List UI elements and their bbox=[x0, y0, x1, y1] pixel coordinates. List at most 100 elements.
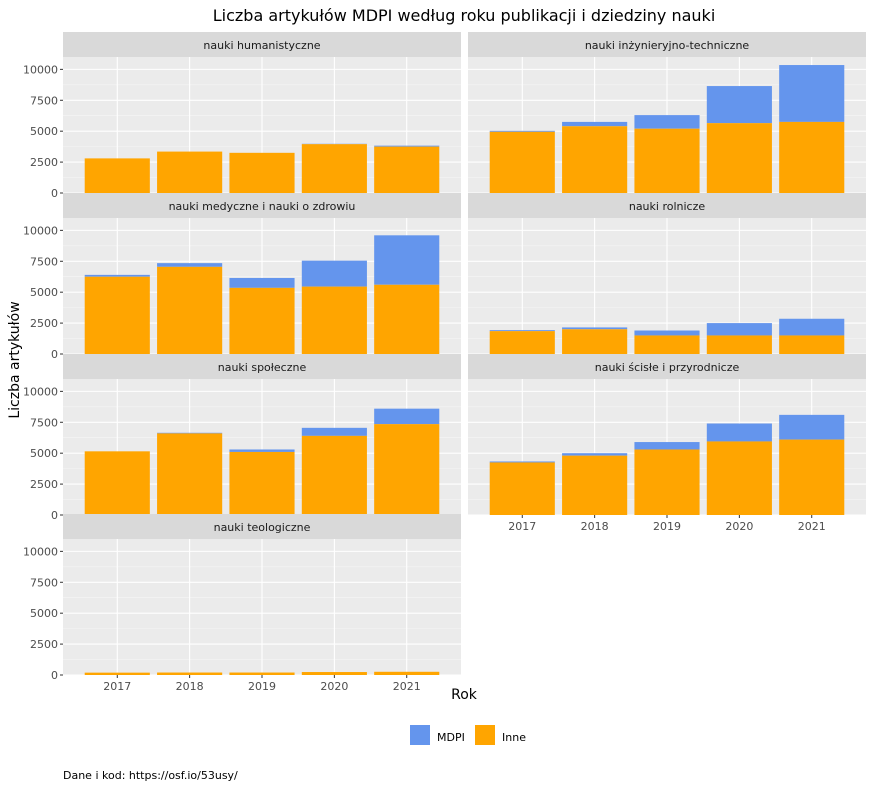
facet-strip-label: nauki społeczne bbox=[218, 361, 307, 374]
bar-inne bbox=[634, 449, 700, 515]
bar-mdpi bbox=[706, 423, 772, 442]
x-axis: 2017 2018 2019 2020 2021 bbox=[508, 515, 826, 533]
x-axes: 2017 2018 2019 2020 2021 2017 2018 2019 2020 2021 bbox=[103, 515, 826, 693]
bar-inne bbox=[157, 151, 223, 193]
facet-panel: nauki inżynieryjno-techniczne bbox=[468, 32, 866, 194]
bar-mdpi bbox=[229, 449, 295, 452]
bar-inne bbox=[84, 451, 150, 515]
bar-inne bbox=[84, 672, 150, 675]
bar-inne bbox=[706, 123, 772, 193]
bar-inne bbox=[301, 144, 367, 193]
bar-mdpi bbox=[562, 327, 628, 330]
facet-panel: nauki teologiczne 0 2500 5000 7500 10000 bbox=[23, 514, 461, 682]
bar-inne bbox=[706, 441, 772, 515]
facet-strip-label: nauki medyczne i nauki o zdrowiu bbox=[169, 200, 356, 213]
facet-strip bbox=[468, 193, 866, 218]
facet-strip bbox=[468, 32, 866, 57]
caption: Dane i kod: https://osf.io/53usy/ bbox=[63, 769, 238, 782]
y-tick-label: 7500 bbox=[30, 255, 58, 268]
legend: MDPI Inne bbox=[410, 725, 526, 745]
bar-inne bbox=[229, 152, 295, 193]
facet-panel: nauki społeczne 0 2500 5000 7500 10000 bbox=[23, 354, 461, 522]
x-tick-label: 2017 bbox=[508, 520, 536, 533]
facet-strip-label: nauki rolnicze bbox=[629, 200, 706, 213]
bar-inne bbox=[157, 266, 223, 354]
facet-panel: nauki rolnicze bbox=[468, 193, 866, 355]
y-tick-label: 2500 bbox=[30, 478, 58, 491]
bar-mdpi bbox=[706, 323, 772, 336]
x-tick-label: 2019 bbox=[653, 520, 681, 533]
bar-inne bbox=[229, 287, 295, 354]
bar-mdpi bbox=[562, 453, 628, 456]
facet-panels: nauki humanistyczne 0 2500 5000 7500 10000 nau… bbox=[23, 32, 866, 682]
bar-mdpi bbox=[301, 260, 367, 287]
y-axis-title: Liczba artykułów bbox=[7, 301, 23, 418]
facet-strip bbox=[63, 32, 461, 57]
bar-inne bbox=[374, 146, 440, 193]
bar-inne bbox=[779, 335, 845, 354]
x-axis: 2017 2018 2019 2020 2021 bbox=[103, 675, 421, 693]
bar-mdpi bbox=[489, 330, 555, 332]
bar-mdpi bbox=[634, 442, 700, 450]
bar-inne bbox=[562, 126, 628, 193]
bar-inne bbox=[489, 462, 555, 515]
y-tick-label: 7500 bbox=[30, 94, 58, 107]
bar-inne bbox=[706, 335, 772, 354]
facet-strip-label: nauki teologiczne bbox=[214, 521, 311, 534]
bar-mdpi bbox=[229, 277, 295, 288]
x-tick-label: 2021 bbox=[798, 520, 826, 533]
bar-inne bbox=[489, 331, 555, 354]
bar-inne bbox=[157, 672, 223, 675]
bar-mdpi bbox=[706, 86, 772, 124]
x-tick-label: 2020 bbox=[725, 520, 753, 533]
x-axis-title: Rok bbox=[451, 687, 478, 703]
bar-mdpi bbox=[84, 274, 150, 277]
y-tick-label: 10000 bbox=[23, 224, 58, 237]
facet-panel: nauki ścisłe i przyrodnicze bbox=[468, 354, 866, 516]
bar-inne bbox=[157, 433, 223, 515]
y-tick-label: 5000 bbox=[30, 286, 58, 299]
bar-inne bbox=[229, 672, 295, 675]
facet-strip bbox=[63, 193, 461, 218]
y-tick-label: 10000 bbox=[23, 63, 58, 76]
facet-strip-label: nauki humanistyczne bbox=[203, 39, 320, 52]
bar-mdpi bbox=[301, 427, 367, 436]
x-tick-label: 2021 bbox=[393, 680, 421, 693]
bar-mdpi bbox=[634, 330, 700, 336]
bar-inne bbox=[229, 451, 295, 515]
bar-inne bbox=[779, 439, 845, 515]
facet-strip bbox=[63, 514, 461, 539]
bar-mdpi bbox=[562, 121, 628, 127]
facet-strip-label: nauki ścisłe i przyrodnicze bbox=[595, 361, 740, 374]
y-tick-label: 5000 bbox=[30, 125, 58, 138]
bar-inne bbox=[84, 158, 150, 193]
bar-inne bbox=[374, 284, 440, 354]
y-tick-label: 0 bbox=[51, 669, 58, 682]
bar-inne bbox=[84, 276, 150, 354]
chart-title: Liczba artykułów MDPI według roku publik… bbox=[213, 6, 716, 25]
bar-mdpi bbox=[374, 235, 440, 285]
bar-mdpi bbox=[634, 115, 700, 129]
y-tick-label: 7500 bbox=[30, 576, 58, 589]
legend-key-inne bbox=[475, 725, 495, 745]
legend-label: Inne bbox=[502, 731, 526, 744]
legend-key-mdpi bbox=[410, 725, 430, 745]
y-tick-label: 2500 bbox=[30, 317, 58, 330]
y-tick-label: 0 bbox=[51, 348, 58, 361]
x-tick-label: 2017 bbox=[103, 680, 131, 693]
bar-mdpi bbox=[157, 432, 223, 434]
facet-strip-label: nauki inżynieryjno-techniczne bbox=[585, 39, 750, 52]
x-tick-label: 2018 bbox=[176, 680, 204, 693]
bar-mdpi bbox=[489, 130, 555, 132]
y-tick-label: 5000 bbox=[30, 607, 58, 620]
bar-mdpi bbox=[374, 408, 440, 425]
legend-label: MDPI bbox=[437, 731, 465, 744]
facet-strip bbox=[63, 354, 461, 379]
y-tick-label: 10000 bbox=[23, 385, 58, 398]
x-tick-label: 2020 bbox=[320, 680, 348, 693]
bar-mdpi bbox=[779, 65, 845, 122]
y-tick-label: 0 bbox=[51, 509, 58, 522]
facet-strip bbox=[468, 354, 866, 379]
bar-mdpi bbox=[374, 145, 440, 147]
x-tick-label: 2018 bbox=[581, 520, 609, 533]
